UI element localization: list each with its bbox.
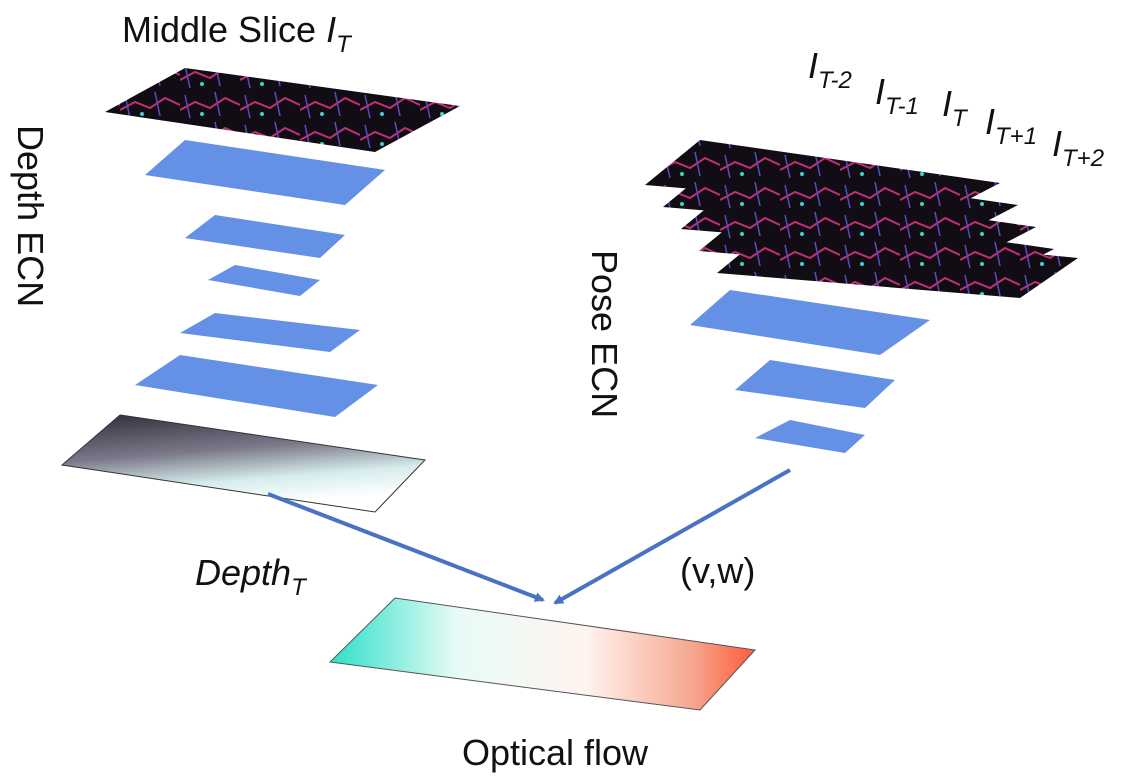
event-stack [645, 140, 1078, 298]
layer [180, 313, 360, 352]
layer [185, 215, 345, 258]
depth-map [62, 415, 425, 512]
result-label: Optical flow [462, 732, 649, 773]
layer [755, 420, 865, 453]
frame-label: IT [942, 83, 969, 132]
frame-label: IT+2 [1052, 123, 1104, 172]
event-slice [105, 68, 460, 152]
frame-label: IT-1 [875, 71, 919, 120]
arrow [268, 494, 543, 600]
pose-network-label: Pose ECN [584, 250, 625, 418]
optical-flow-map [330, 598, 755, 710]
page: Middle Slice IT Depth ECN IT-2 IT-1 IT I… [0, 0, 1130, 782]
diagram: Middle Slice IT Depth ECN IT-2 IT-1 IT I… [0, 0, 1130, 782]
layer [690, 290, 930, 355]
layer [145, 140, 385, 205]
layer [208, 265, 320, 296]
frame-label: IT-2 [808, 45, 852, 94]
frame-label: IT+1 [985, 101, 1037, 150]
layer [135, 355, 378, 417]
layer [735, 360, 895, 408]
middle-slice-label: Middle Slice IT [122, 9, 353, 58]
depth-network-label: Depth ECN [10, 125, 51, 307]
depth-output-label: DepthT [195, 552, 308, 601]
pose-output-label: (v,w) [680, 550, 755, 591]
